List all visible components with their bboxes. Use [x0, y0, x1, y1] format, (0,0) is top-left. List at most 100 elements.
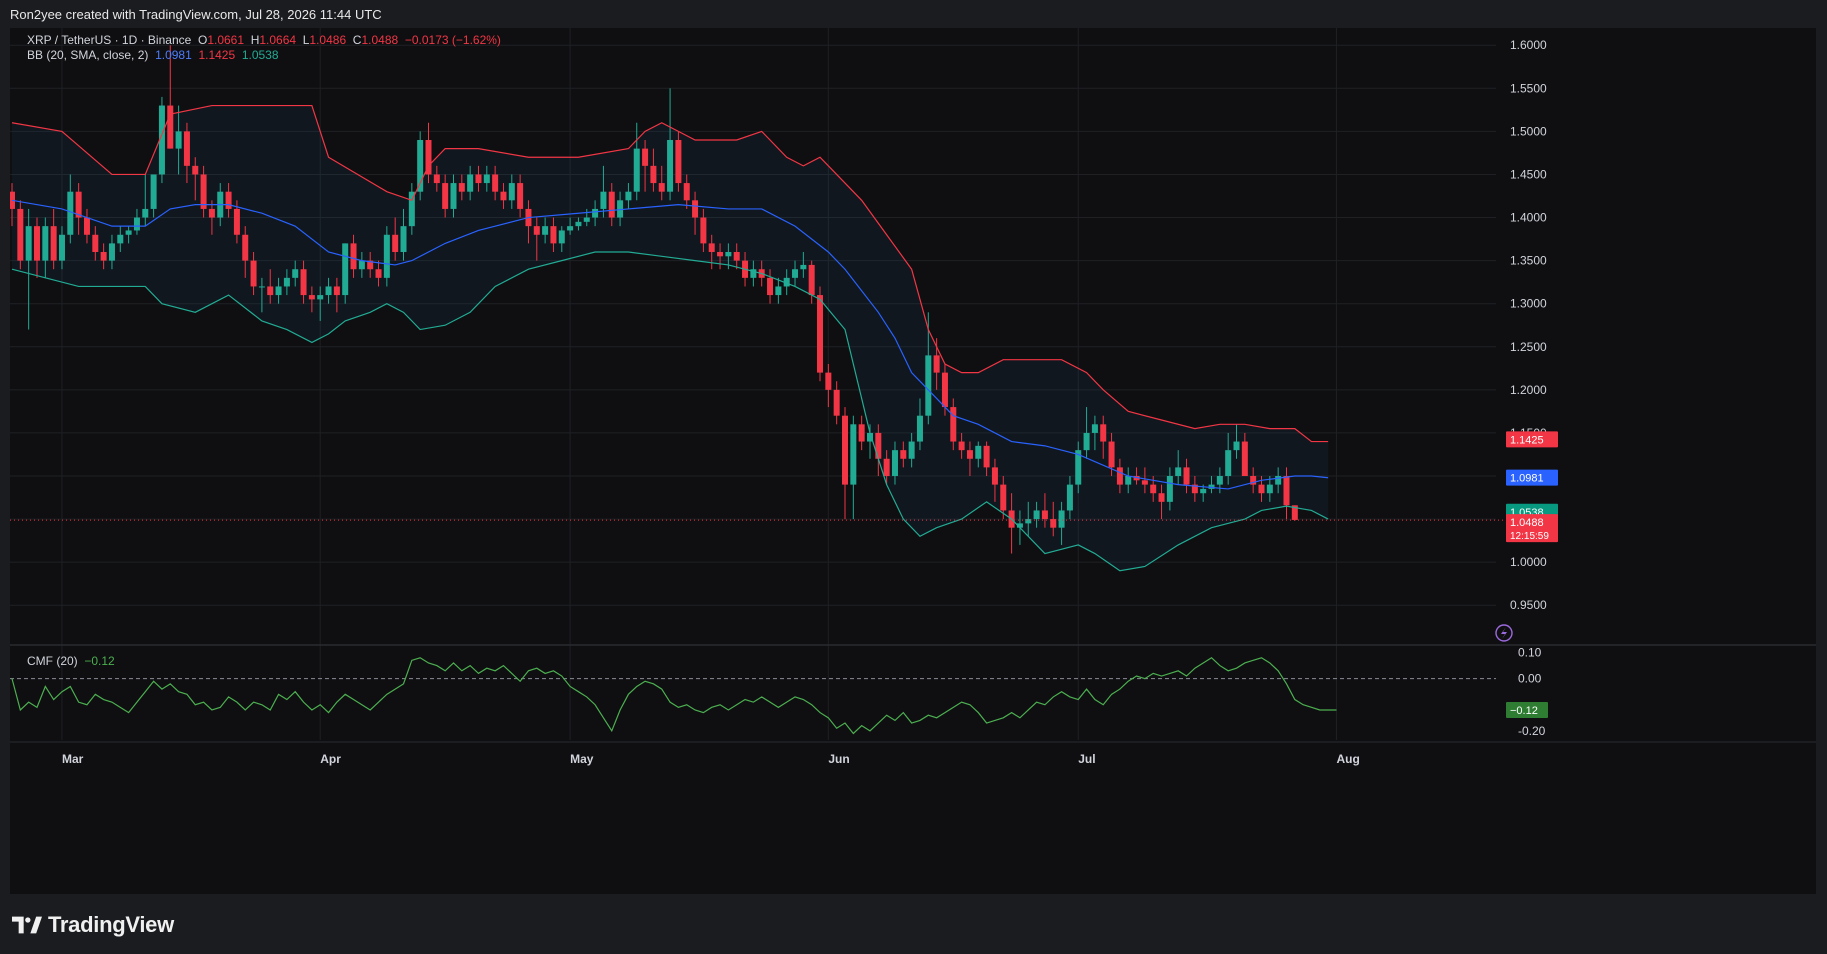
candle-body	[50, 226, 57, 261]
candle-body	[1100, 424, 1107, 442]
y-tick-label: 0.9500	[1510, 598, 1547, 612]
chart-canvas[interactable]: 0.95001.00001.05001.10001.15001.20001.25…	[10, 28, 1816, 894]
candle-body	[1275, 476, 1282, 485]
upper-band-badge-text: 1.1425	[1510, 434, 1544, 446]
lightning-icon	[1495, 624, 1513, 642]
candle-body	[983, 445, 990, 468]
cmf-pane	[10, 656, 1496, 735]
attribution-text: Ron2yee created with TradingView.com, Ju…	[10, 7, 382, 22]
candle-body	[708, 243, 715, 252]
candle-body	[1050, 519, 1057, 528]
candle-body	[475, 174, 482, 184]
symbol-legend[interactable]: XRP / TetherUS · 1D · Binance O1.0661 H1…	[27, 33, 501, 47]
x-tick-label: Mar	[62, 752, 84, 766]
candle-body	[533, 226, 540, 235]
candle-body	[192, 165, 199, 175]
x-tick-label: Jun	[828, 752, 849, 766]
candle-body	[1158, 493, 1165, 502]
candle-body	[258, 286, 265, 288]
high-value: 1.0664	[259, 33, 297, 47]
candle-body	[883, 458, 890, 476]
candle-body	[900, 450, 907, 459]
candle-body	[167, 105, 174, 149]
candle-body	[1183, 467, 1190, 485]
bb-legend[interactable]: BB (20, SMA, close, 2) 1.0981 1.1425 1.0…	[27, 48, 279, 62]
candle-body	[458, 183, 465, 192]
tradingview-logo[interactable]: TradingView	[12, 912, 174, 938]
candle-body	[1225, 450, 1232, 476]
cmf-legend[interactable]: CMF (20) −0.12	[27, 654, 115, 668]
chart-panel[interactable]: 0.95001.00001.05001.10001.15001.20001.25…	[10, 28, 1816, 894]
candle-body	[958, 441, 965, 451]
candle-body	[142, 208, 149, 218]
candle-body	[833, 389, 840, 416]
footer	[0, 894, 1827, 954]
candle-body	[17, 208, 24, 261]
candle-body	[558, 230, 565, 244]
candle-body	[108, 243, 115, 261]
candle-body	[1166, 476, 1173, 502]
candle-body	[500, 191, 507, 201]
last-price-badge-countdown: 12:15:59	[1510, 531, 1549, 542]
candle-body	[783, 277, 790, 287]
candle-body	[858, 424, 865, 442]
candle-body	[683, 183, 690, 201]
candle-body	[617, 200, 624, 218]
candle-body	[367, 260, 374, 270]
candle-body	[642, 148, 649, 166]
candle-body	[25, 226, 32, 261]
bb-upper-value: 1.1425	[198, 48, 236, 62]
candle-body	[267, 286, 274, 296]
candle-body	[933, 355, 940, 373]
candle-body	[950, 407, 957, 442]
candle-body	[1116, 467, 1123, 485]
candle-body	[1083, 432, 1090, 451]
candle-body	[58, 234, 65, 261]
bb-label[interactable]: BB (20, SMA, close, 2)	[27, 48, 149, 62]
candle-body	[966, 450, 973, 459]
candle-body	[625, 191, 632, 201]
x-tick-label: May	[570, 752, 594, 766]
candle-body	[1141, 480, 1148, 485]
candle-body	[492, 174, 499, 192]
candles	[10, 45, 1298, 554]
bollinger-band-lines	[11, 104, 1329, 572]
bb-lower-value: 1.0538	[241, 48, 279, 62]
candle-body	[250, 260, 257, 287]
candle-body	[275, 286, 282, 296]
candle-body	[33, 226, 40, 261]
candle-body	[1233, 441, 1240, 451]
axes: 0.95001.00001.05001.10001.15001.20001.25…	[62, 38, 1547, 766]
candle-body	[592, 208, 599, 218]
candle-body	[133, 217, 140, 231]
candle-body	[208, 208, 215, 218]
symbol-name[interactable]: XRP / TetherUS · 1D · Binance	[27, 33, 192, 47]
basis-badge: 1.0981	[1506, 469, 1558, 486]
cmf-badge: −0.12	[1506, 701, 1548, 718]
candle-body	[817, 295, 824, 373]
candle-body	[1000, 484, 1007, 511]
candle-body	[225, 191, 232, 209]
candle-body	[925, 355, 932, 416]
candle-body	[400, 226, 407, 252]
y-tick-label: 1.3000	[1510, 297, 1547, 311]
candle-body	[1216, 476, 1223, 485]
candle-body	[1108, 441, 1115, 468]
candle-body	[941, 372, 948, 408]
candle-body	[875, 432, 882, 459]
candle-body	[67, 191, 74, 235]
cmf-value: −0.12	[84, 654, 115, 668]
candle-body	[317, 295, 324, 300]
y-tick-label: 1.6000	[1510, 38, 1547, 52]
cmf-label[interactable]: CMF (20)	[27, 654, 78, 668]
candle-body	[800, 264, 807, 270]
candle-body	[658, 183, 665, 192]
candle-body	[283, 277, 290, 287]
cmf-tick-label: -0.20	[1518, 724, 1546, 738]
y-tick-label: 1.4000	[1510, 211, 1547, 225]
candle-body	[1208, 484, 1215, 489]
candle-body	[1241, 441, 1248, 476]
y-tick-label: 1.5500	[1510, 81, 1547, 95]
brand-name: TradingView	[48, 912, 174, 937]
candle-body	[725, 252, 732, 257]
